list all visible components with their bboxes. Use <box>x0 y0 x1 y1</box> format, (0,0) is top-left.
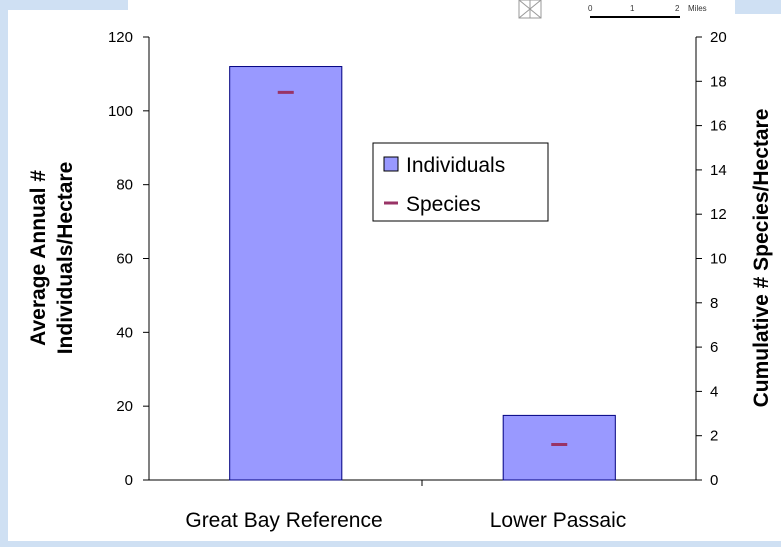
right-axis-title-text: Cumulative # Species/Hectare <box>750 109 773 408</box>
species-marks <box>277 90 568 447</box>
left-tick-label: 100 <box>108 103 133 120</box>
bar-individuals-1 <box>502 414 616 481</box>
left-border-strip <box>0 0 8 547</box>
left-axis-title-line-1: Average Annual # <box>27 170 50 346</box>
left-tick-label: 20 <box>116 398 133 415</box>
right-tick-label: 8 <box>710 295 718 312</box>
right-tick-label: 6 <box>710 339 718 356</box>
right-tick-label: 16 <box>710 118 727 135</box>
right-tick-label: 20 <box>710 29 727 46</box>
category-label-lower-passaic: Lower Passaic <box>490 509 627 532</box>
left-tick-label: 80 <box>116 177 133 194</box>
legend-individuals-swatch <box>383 156 399 172</box>
scale-tick-2: 2 <box>675 4 680 13</box>
top-left-border-strip <box>0 0 128 10</box>
category-label-great-bay: Great Bay Reference <box>185 509 382 532</box>
left-axis-title-line-2: Individuals/Hectare <box>54 162 77 355</box>
right-tick-label: 14 <box>710 162 727 179</box>
individuals-bars <box>229 66 616 481</box>
legend-individuals-label: Individuals <box>406 154 505 177</box>
scale-tick-1: 1 <box>630 4 635 13</box>
left-y-ticks: 0 20 40 60 80 100 120 <box>108 29 149 489</box>
right-tick-label: 18 <box>710 73 727 90</box>
left-tick-label: 40 <box>116 324 133 341</box>
right-tick-label: 10 <box>710 251 727 268</box>
legend-species-label: Species <box>406 193 481 216</box>
bar-individuals-0 <box>229 66 343 481</box>
legend-box <box>372 142 549 222</box>
top-right-border-strip <box>735 0 781 14</box>
left-tick-label: 60 <box>116 251 133 268</box>
right-axis-title: Cumulative # Species/Hectare <box>750 109 773 408</box>
right-y-ticks: 0 2 4 6 8 10 12 14 16 18 20 <box>696 29 727 489</box>
scale-unit: Miles <box>688 4 707 13</box>
compass-lines <box>518 0 542 19</box>
map-scale: 0 1 2 Miles <box>518 0 707 19</box>
bottom-border-strip <box>0 541 781 547</box>
right-tick-label: 12 <box>710 206 727 223</box>
left-tick-label: 120 <box>108 29 133 46</box>
scale-tick-0: 0 <box>588 4 593 13</box>
right-tick-label: 4 <box>710 383 718 400</box>
left-axis-title: Average Annual # Individuals/Hectare <box>27 162 77 355</box>
right-tick-label: 0 <box>710 472 718 489</box>
left-tick-label: 0 <box>125 472 133 489</box>
legend: Individuals Species <box>372 142 549 222</box>
right-tick-label: 2 <box>710 428 718 445</box>
